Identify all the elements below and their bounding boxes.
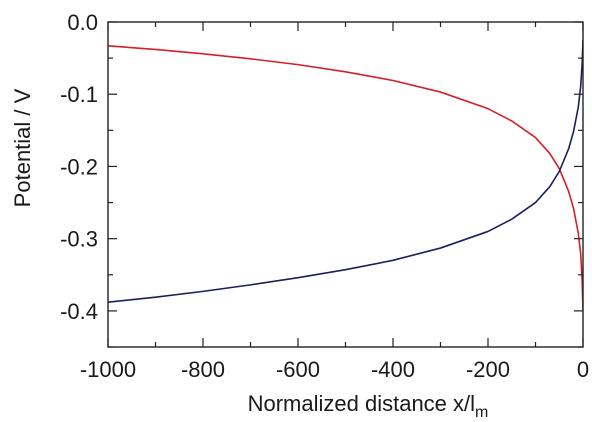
x-tick-label: -1000 — [80, 357, 136, 382]
ticks-layer — [107, 21, 584, 348]
y-tick-label: -0.1 — [60, 82, 98, 107]
x-tick-label: -800 — [181, 357, 225, 382]
y-tick-label: 0.0 — [67, 10, 98, 35]
series-line-1 — [108, 45, 583, 311]
plot-frame — [107, 21, 584, 348]
x-axis-title-main: Normalized distance x/l — [248, 391, 475, 416]
y-tick-label: -0.4 — [60, 299, 98, 324]
series-line-2 — [108, 40, 583, 304]
x-tick-label: -400 — [371, 357, 415, 382]
x-axis-title: Normalized distance x/lm — [248, 391, 489, 421]
y-tick-label: -0.3 — [60, 227, 98, 252]
series-layer — [108, 40, 583, 311]
x-tick-label: -200 — [466, 357, 510, 382]
tick-labels: -1000 -800 -600 -400 -200 0 0.0 -0.1 -0.2 -0.3 -0.… — [60, 10, 589, 382]
x-tick-label: 0 — [577, 357, 589, 382]
y-axis-title: Potential / V — [10, 88, 35, 207]
x-tick-label: -600 — [276, 357, 320, 382]
x-axis-title-subscript: m — [475, 404, 488, 421]
y-tick-label: -0.2 — [60, 154, 98, 179]
